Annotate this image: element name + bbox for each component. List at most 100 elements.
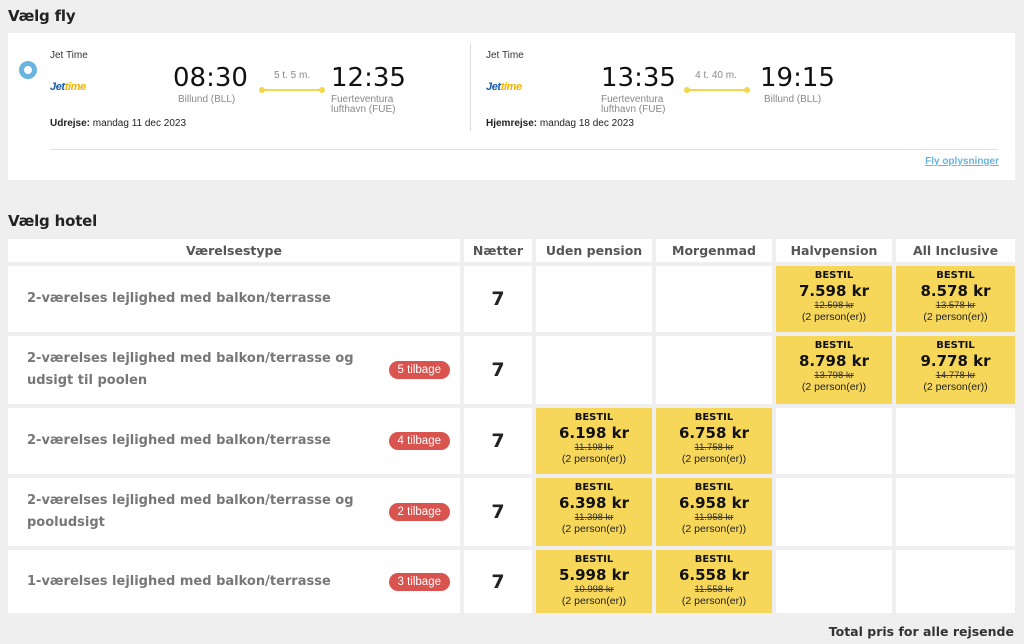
- nights-cell: 7: [464, 336, 532, 404]
- availability-badge: 4 tilbage: [388, 432, 450, 450]
- empty-price-cell: [776, 478, 892, 546]
- original-price: 13.578 kr: [935, 300, 976, 311]
- nights-value: 7: [491, 430, 505, 452]
- price-cell-half-board[interactable]: BESTIL 7.598 kr 12.598 kr (2 person(er)): [776, 266, 892, 332]
- empty-price-cell: [536, 336, 652, 404]
- empty-price-cell: [536, 266, 652, 332]
- room-type-name: 2-værelses lejlighed med balkon/terrasse: [27, 291, 331, 306]
- outbound-leg: Jet Time Jettime 08:30 Billund (BLL) 5 t…: [50, 33, 470, 143]
- room-row-3: 2-værelses lejlighed med balkon/terrasse…: [8, 408, 460, 474]
- book-label: BESTIL: [574, 482, 614, 493]
- persons-note: (2 person(er)): [801, 381, 867, 393]
- return-leg: Jet Time Jettime 13:35 Fuerteventura luf…: [486, 33, 906, 143]
- header-half-board: Halvpension: [776, 239, 892, 262]
- availability-badge: 5 tilbage: [388, 361, 450, 379]
- price-cell-all-inclusive[interactable]: BESTIL 9.778 kr 14.778 kr (2 person(er)): [896, 336, 1015, 404]
- original-price: 11.758 kr: [694, 442, 734, 453]
- book-label: BESTIL: [574, 412, 614, 423]
- return-arrive-time: 19:15: [760, 63, 835, 93]
- empty-price-cell: [896, 408, 1015, 474]
- return-date: Hjemrejse: mandag 18 dec 2023: [486, 118, 634, 129]
- price-amount: 7.598 kr: [798, 282, 870, 300]
- empty-price-cell: [776, 408, 892, 474]
- price-amount: 8.798 kr: [798, 352, 870, 370]
- header-all-inclusive: All Inclusive: [896, 239, 1015, 262]
- price-amount: 6.198 kr: [558, 424, 630, 442]
- header-room-type: Værelsestype: [8, 239, 460, 262]
- room-type-name: 1-værelses lejlighed med balkon/terrasse: [27, 573, 331, 589]
- price-amount: 8.578 kr: [920, 282, 991, 300]
- nights-value: 7: [491, 359, 505, 381]
- availability-badge: 2 tilbage: [388, 503, 450, 521]
- price-cell-no-board[interactable]: BESTIL 6.198 kr 11.198 kr (2 person(er)): [536, 408, 652, 474]
- price-amount: 6.398 kr: [558, 494, 630, 512]
- room-row-2: 2-værelses lejlighed med balkon/terrasse…: [8, 336, 460, 404]
- price-cell-all-inclusive[interactable]: BESTIL 8.578 kr 13.578 kr (2 person(er)): [896, 266, 1015, 332]
- nights-cell: 7: [464, 550, 532, 613]
- room-row-1: 2-værelses lejlighed med balkon/terrasse: [8, 266, 460, 332]
- book-label: BESTIL: [936, 270, 975, 281]
- price-cell-breakfast[interactable]: BESTIL 6.558 kr 11.558 kr (2 person(er)): [656, 550, 772, 613]
- price-cell-no-board[interactable]: BESTIL 5.998 kr 10.998 kr (2 person(er)): [536, 550, 652, 613]
- persons-note: (2 person(er)): [923, 381, 988, 393]
- price-cell-breakfast[interactable]: BESTIL 6.958 kr 11.958 kr (2 person(er)): [656, 478, 772, 546]
- leg-divider: [470, 43, 471, 131]
- return-duration: 4 t. 40 m.: [695, 70, 737, 81]
- hotel-section-title: Vælg hotel: [8, 212, 98, 230]
- outbound-arrive-place: Fuerteventura lufthavn (FUE): [331, 94, 396, 115]
- price-amount: 6.958 kr: [678, 494, 750, 512]
- room-type-name: 2-værelses lejlighed med balkon/terrasse: [27, 433, 331, 448]
- airline-logo: Jettime: [486, 81, 522, 93]
- persons-note: (2 person(er)): [801, 311, 867, 323]
- price-cell-no-board[interactable]: BESTIL 6.398 kr 11.398 kr (2 person(er)): [536, 478, 652, 546]
- book-label: BESTIL: [936, 340, 975, 351]
- flight-info-link[interactable]: Fly oplysninger: [925, 156, 999, 167]
- price-cell-half-board[interactable]: BESTIL 8.798 kr 13.798 kr (2 person(er)): [776, 336, 892, 404]
- flight-card[interactable]: Jet Time Jettime 08:30 Billund (BLL) 5 t…: [8, 33, 1015, 180]
- room-row-5: 1-værelses lejlighed med balkon/terrasse…: [8, 550, 460, 613]
- persons-note: (2 person(er)): [923, 311, 988, 323]
- airline-logo: Jettime: [50, 81, 86, 93]
- book-label: BESTIL: [574, 554, 614, 565]
- price-amount: 5.998 kr: [558, 566, 630, 584]
- outbound-duration-line: [259, 87, 325, 93]
- return-airline: Jet Time: [486, 50, 524, 61]
- nights-value: 7: [491, 288, 505, 310]
- return-duration-line: [684, 87, 750, 93]
- empty-price-cell: [656, 336, 772, 404]
- empty-price-cell: [776, 550, 892, 613]
- flight-radio-selected[interactable]: [19, 61, 37, 79]
- outbound-duration: 5 t. 5 m.: [273, 70, 311, 81]
- header-nights: Nætter: [464, 239, 532, 262]
- return-depart-place: Fuerteventura lufthavn (FUE): [601, 94, 666, 115]
- room-row-4: 2-værelses lejlighed med balkon/terrasse…: [8, 478, 460, 546]
- persons-note: (2 person(er)): [561, 595, 627, 607]
- empty-price-cell: [896, 478, 1015, 546]
- price-amount: 9.778 kr: [920, 352, 991, 370]
- card-divider: [50, 149, 998, 150]
- room-type-name: 2-værelses lejlighed med balkon/terrasse…: [27, 493, 354, 530]
- return-depart-time: 13:35: [601, 63, 676, 93]
- book-label: BESTIL: [694, 554, 734, 565]
- original-price: 13.798 kr: [814, 370, 854, 381]
- persons-note: (2 person(er)): [681, 595, 747, 607]
- nights-cell: 7: [464, 478, 532, 546]
- empty-price-cell: [656, 266, 772, 332]
- price-amount: 6.558 kr: [678, 566, 750, 584]
- outbound-depart-place: Billund (BLL): [178, 94, 236, 105]
- room-type-name: 2-værelses lejlighed med balkon/terrasse…: [27, 351, 354, 388]
- original-price: 11.398 kr: [574, 512, 614, 523]
- flights-section-title: Vælg fly: [8, 7, 76, 25]
- book-label: BESTIL: [694, 412, 734, 423]
- original-price: 11.958 kr: [694, 512, 734, 523]
- outbound-date: Udrejse: mandag 11 dec 2023: [50, 118, 187, 129]
- book-label: BESTIL: [814, 340, 854, 351]
- price-cell-breakfast[interactable]: BESTIL 6.758 kr 11.758 kr (2 person(er)): [656, 408, 772, 474]
- nights-value: 7: [491, 501, 505, 523]
- persons-note: (2 person(er)): [561, 523, 627, 535]
- persons-note: (2 person(er)): [561, 453, 627, 465]
- availability-badge: 3 tilbage: [388, 572, 450, 591]
- persons-note: (2 person(er)): [681, 523, 747, 535]
- header-breakfast: Morgenmad: [656, 239, 772, 262]
- nights-value: 7: [491, 570, 505, 593]
